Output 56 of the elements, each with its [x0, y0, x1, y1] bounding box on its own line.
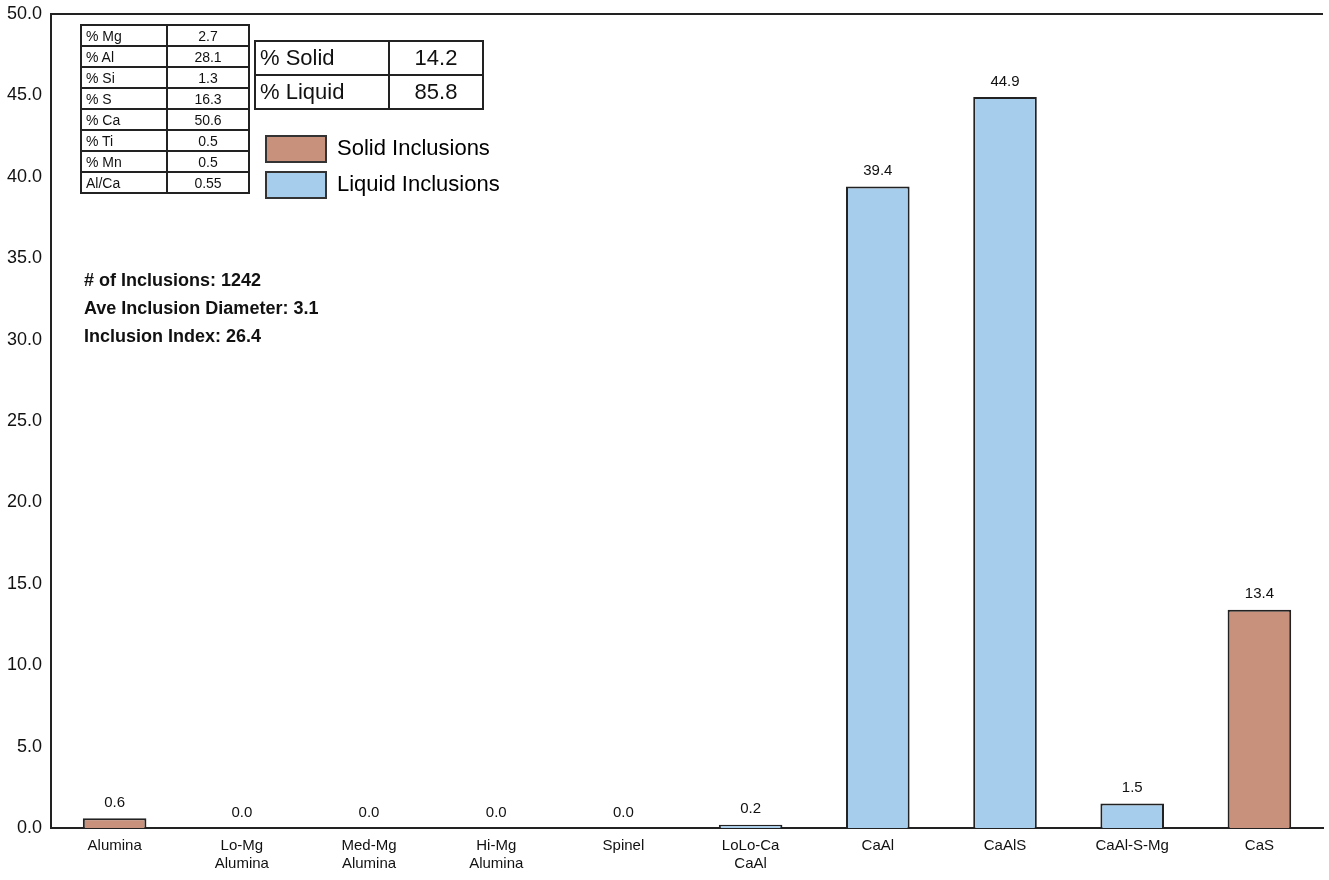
y-tick-label: 45.0: [6, 84, 43, 105]
annotation: 50.6: [167, 109, 249, 130]
data-label: 44.9: [990, 71, 1020, 89]
annotation: 2.7: [167, 25, 249, 46]
annotation: 0.5: [167, 151, 249, 172]
annotation: # of Inclusions: 1242: [84, 269, 263, 292]
y-tick-label: 40.0: [6, 165, 43, 186]
y-tick-label: 25.0: [6, 409, 43, 430]
annotation: Inclusion Index: 26.4: [84, 325, 263, 348]
x-tick-label: Spinel: [602, 836, 645, 854]
annotation: 28.1: [167, 46, 249, 67]
annotation: 16.3: [167, 88, 249, 109]
y-tick-label: 5.0: [17, 735, 43, 756]
y-tick-label: 15.0: [6, 572, 43, 593]
annotation: % Liquid: [255, 75, 389, 109]
x-tick-label: LoLo-Ca CaAl: [721, 836, 781, 872]
data-label: 0.2: [740, 799, 762, 817]
annotation: % Si: [81, 67, 167, 88]
x-tick-label: CaAl: [861, 836, 895, 854]
annotation: % Ca: [81, 109, 167, 130]
annotation: Ave Inclusion Diameter: 3.1: [84, 297, 319, 320]
legend-label: Solid Inclusions: [337, 135, 490, 161]
y-tick-label: 20.0: [6, 491, 43, 512]
annotation: 85.8: [389, 75, 483, 109]
data-label: 13.4: [1244, 584, 1274, 602]
annotation: % Mg: [81, 25, 167, 46]
x-tick-label: Alumina: [87, 836, 143, 854]
x-tick-label: Med-Mg Alumina: [341, 836, 397, 872]
data-label: 1.5: [1121, 778, 1143, 796]
y-tick-label: 0.0: [17, 816, 43, 837]
data-label: 0.0: [612, 802, 634, 820]
y-tick-label: 35.0: [6, 247, 43, 268]
annotation: 0.55: [167, 172, 249, 193]
x-tick-label: Hi-Mg Alumina: [469, 836, 524, 872]
x-tick-label: CaAlS: [983, 836, 1027, 854]
x-tick-label: CaS: [1244, 836, 1274, 854]
annotation: % Al: [81, 46, 167, 67]
annotation: Al/Ca: [81, 172, 167, 193]
annotation: % Mn: [81, 151, 167, 172]
y-tick-label: 10.0: [6, 654, 43, 675]
y-tick-label: 50.0: [6, 2, 43, 23]
y-tick-label: 30.0: [6, 328, 43, 349]
annotation: 1.3: [167, 67, 249, 88]
annotation: 14.2: [389, 41, 483, 75]
annotation: % S: [81, 88, 167, 109]
annotation: % Ti: [81, 130, 167, 151]
annotation: 0.5: [167, 130, 249, 151]
data-label: 39.4: [863, 161, 893, 179]
legend-label: Liquid Inclusions: [337, 171, 500, 197]
data-label: 0.0: [358, 802, 380, 820]
x-tick-label: CaAl-S-Mg: [1095, 836, 1169, 854]
data-label: 0.6: [104, 792, 126, 810]
annotation: % Solid: [255, 41, 389, 75]
data-label: 0.0: [231, 802, 253, 820]
data-label: 0.0: [485, 802, 507, 820]
x-tick-label: Lo-Mg Alumina: [214, 836, 270, 872]
